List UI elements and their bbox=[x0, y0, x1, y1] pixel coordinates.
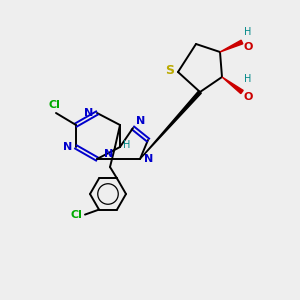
Text: Cl: Cl bbox=[48, 100, 60, 110]
Polygon shape bbox=[140, 91, 201, 159]
Text: Cl: Cl bbox=[70, 210, 82, 220]
Text: H: H bbox=[244, 74, 251, 84]
Text: H: H bbox=[123, 140, 130, 150]
Text: S: S bbox=[166, 64, 175, 76]
Polygon shape bbox=[220, 40, 243, 52]
Polygon shape bbox=[222, 77, 243, 94]
Text: N: N bbox=[84, 108, 93, 118]
Text: O: O bbox=[244, 92, 254, 102]
Text: N: N bbox=[63, 142, 72, 152]
Text: H: H bbox=[244, 27, 251, 37]
Text: O: O bbox=[244, 42, 254, 52]
Text: N: N bbox=[144, 154, 153, 164]
Text: N: N bbox=[136, 116, 145, 126]
Text: N: N bbox=[104, 149, 113, 159]
